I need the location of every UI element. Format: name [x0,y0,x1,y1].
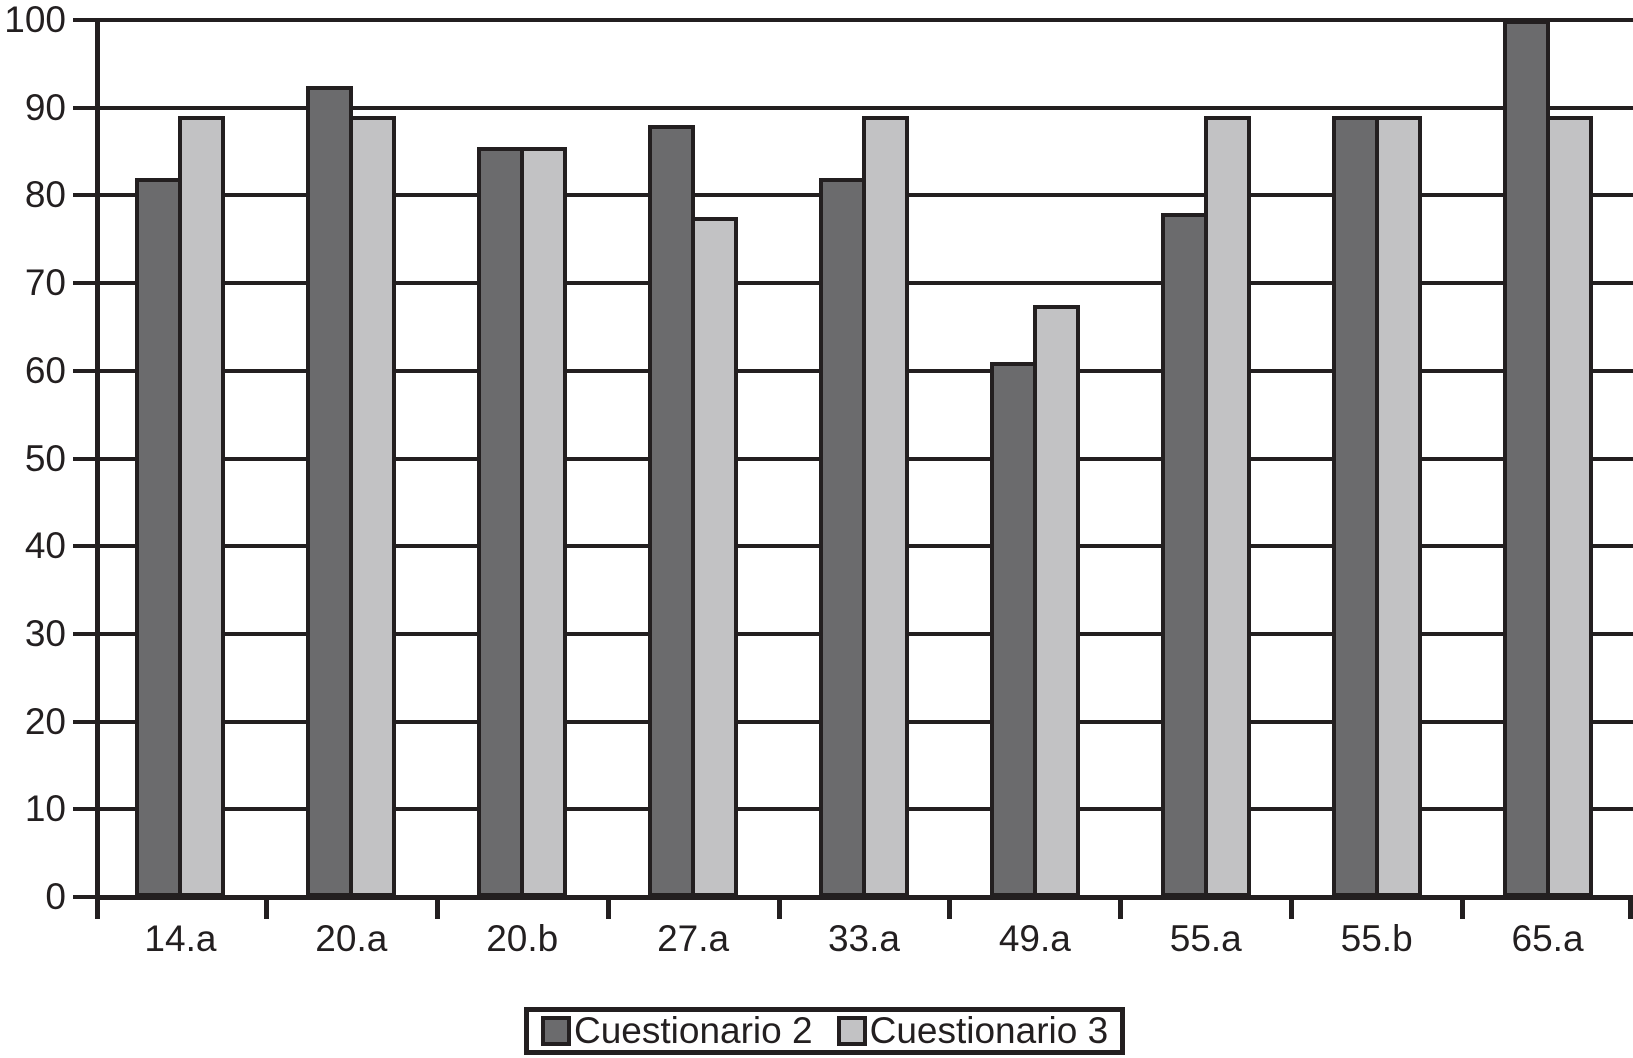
x-axis-label-65.a: 65.a [1511,918,1584,959]
x-axis-label-49.a: 49.a [998,918,1071,959]
x-axis-tick-8 [1460,897,1466,919]
y-axis-tick-10 [73,807,95,812]
bar-20.b-series-1 [477,147,525,897]
y-axis-tick-30 [73,631,95,636]
x-axis-label-55.b: 55.b [1340,918,1413,959]
bar-55.a-series-2 [1203,116,1251,897]
y-axis-label-100: 100 [4,0,66,40]
x-axis-tick-7 [1289,897,1295,919]
y-axis-label-30: 30 [24,612,66,654]
y-axis-label-80: 80 [24,174,66,216]
legend: Cuestionario 2 Cuestionario 3 [524,1007,1126,1055]
y-axis-tick-50 [73,456,95,461]
y-axis-label-20: 20 [24,700,66,742]
bar-49.a-series-2 [1032,305,1080,897]
y-axis-label-40: 40 [24,525,66,567]
y-axis-tick-0 [73,895,95,899]
x-axis-tick-5 [947,897,953,919]
x-axis-label-20.a: 20.a [315,918,388,959]
y-axis-line [95,18,100,919]
x-axis-label-33.a: 33.a [827,918,900,959]
y-axis-label-70: 70 [24,262,66,304]
bar-33.a-series-2 [862,116,909,897]
bar-27.a-series-1 [648,125,696,897]
y-axis-label-10: 10 [24,788,66,830]
x-axis-label-20.b: 20.b [486,918,559,959]
bar-27.a-series-2 [691,217,739,897]
gridline-100 [95,18,1633,22]
y-axis-tick-40 [73,544,95,549]
bar-14.a-series-2 [178,116,226,897]
y-axis-tick-80 [73,193,95,198]
y-axis-tick-90 [73,105,95,110]
gridline-90 [95,105,1633,110]
x-axis-tick-2 [434,897,440,919]
bar-55.a-series-1 [1160,213,1208,897]
bar-49.a-series-1 [989,362,1037,897]
bar-14.a-series-1 [135,178,183,897]
y-axis-tick-70 [73,281,95,286]
bar-20.a-series-2 [349,116,397,897]
legend-entry-cuestionario-3: Cuestionario 3 [836,1010,1109,1051]
bar-33.a-series-1 [819,178,866,897]
bar-20.b-series-2 [520,147,568,897]
x-axis-tick-9 [1628,897,1633,919]
x-axis-tick-4 [776,897,782,919]
bar-20.a-series-1 [306,86,354,897]
bar-55.b-series-1 [1331,116,1379,897]
legend-label-cuestionario-2: Cuestionario 2 [574,1010,813,1051]
plot-area [95,20,1633,897]
y-axis-label-60: 60 [24,349,66,391]
y-axis-label-0: 0 [45,876,66,917]
x-axis-label-14.a: 14.a [144,918,217,959]
x-axis-line [95,895,1633,900]
bar-55.b-series-2 [1374,116,1422,897]
y-axis-label-50: 50 [24,437,66,479]
legend-swatch-cuestionario-2 [541,1016,571,1046]
x-axis-tick-6 [1118,897,1124,919]
x-axis-tick-1 [263,897,269,919]
y-axis-tick-100 [73,18,95,22]
legend-label-cuestionario-3: Cuestionario 3 [869,1010,1109,1051]
y-axis-tick-20 [73,719,95,724]
x-axis-label-27.a: 27.a [657,918,730,959]
bar-65.a-series-1 [1502,20,1550,897]
bar-65.a-series-2 [1545,116,1593,897]
x-axis-tick-3 [605,897,611,919]
legend-entry-cuestionario-2: Cuestionario 2 [541,1012,813,1050]
x-axis-label-55.a: 55.a [1169,918,1242,959]
y-axis-tick-60 [73,368,95,373]
y-axis-label-90: 90 [24,86,66,128]
legend-swatch-cuestionario-3 [836,1016,867,1046]
